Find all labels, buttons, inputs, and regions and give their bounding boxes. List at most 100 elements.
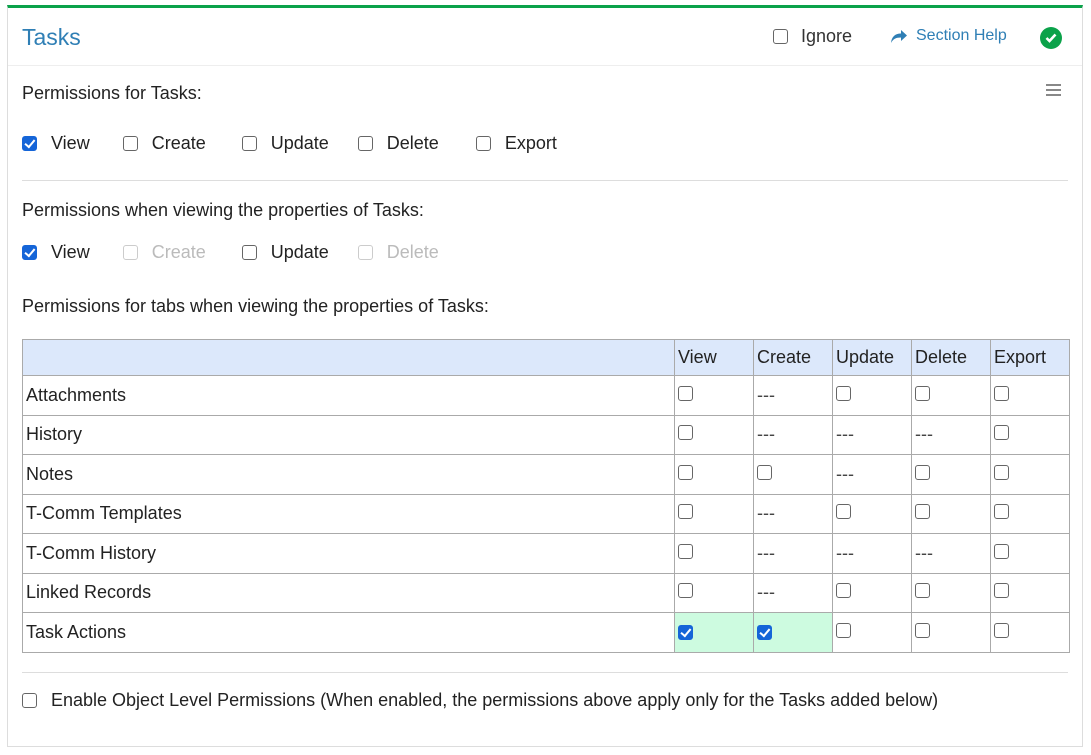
permission-checkbox[interactable]	[994, 543, 1009, 559]
not-applicable-cell: ---	[832, 414, 912, 455]
section2-option-update[interactable]: Update	[241, 242, 329, 263]
section1-option-export[interactable]: Export	[475, 133, 557, 154]
row-label: Linked Records	[22, 572, 675, 613]
section1-option-view[interactable]: View	[22, 133, 90, 154]
option-label: Update	[270, 133, 329, 153]
task-permissions-options: View Create Update Delete Export	[22, 133, 557, 154]
permission-cell	[753, 612, 833, 653]
section1-label: Permissions for Tasks:	[22, 83, 202, 103]
column-header: Create	[753, 339, 833, 376]
ignore-checkbox[interactable]: Ignore	[773, 26, 852, 47]
permission-checkbox[interactable]	[678, 583, 693, 599]
permission-checkbox[interactable]	[994, 425, 1009, 441]
tab-permissions-table: View Create Update Delete Export Attachments…	[22, 339, 1070, 653]
option-label: Create	[151, 133, 206, 153]
permission-checkbox[interactable]	[678, 543, 693, 559]
divider	[22, 672, 1068, 673]
not-applicable-cell: ---	[911, 533, 991, 574]
permission-checkbox[interactable]	[678, 464, 693, 480]
permission-cell	[990, 375, 1070, 416]
option-label: Export	[504, 133, 557, 153]
permission-checkbox[interactable]	[836, 504, 851, 520]
object-level-permissions-checkbox[interactable]: Enable Object Level Permissions (When en…	[22, 690, 938, 711]
table-row: T-Comm Templates ---	[22, 493, 1070, 534]
table-row: Task Actions	[22, 612, 1070, 653]
property-permissions-options: View Create Update Delete	[22, 242, 476, 263]
section2-option-view[interactable]: View	[22, 242, 90, 263]
share-arrow-icon	[891, 29, 907, 43]
section1-option-create[interactable]: Create	[122, 133, 206, 154]
object-level-label: Enable Object Level Permissions (When en…	[51, 690, 939, 710]
permission-checkbox[interactable]	[994, 504, 1009, 520]
permission-checkbox[interactable]	[915, 464, 930, 480]
not-applicable-cell: ---	[753, 493, 833, 534]
permission-checkbox[interactable]	[836, 385, 851, 401]
permission-checkbox[interactable]	[836, 622, 851, 638]
option-label: Delete	[386, 242, 439, 262]
checkbox[interactable]	[475, 136, 491, 151]
section1-option-update[interactable]: Update	[241, 133, 329, 154]
permission-checkbox[interactable]	[678, 504, 693, 520]
permission-cell	[832, 375, 912, 416]
divider	[22, 180, 1068, 181]
checkbox[interactable]	[241, 136, 257, 151]
option-label: View	[51, 133, 90, 153]
table-row: Notes ---	[22, 454, 1070, 495]
not-applicable-cell: ---	[753, 375, 833, 416]
permission-cell	[990, 612, 1070, 653]
column-header	[22, 339, 675, 376]
section-help-link[interactable]: Section Help	[890, 27, 1007, 45]
permission-cell	[911, 612, 991, 653]
section-help-label: Section Help	[916, 27, 1007, 44]
panel-title: Tasks	[22, 24, 81, 50]
permission-cell	[911, 375, 991, 416]
section1-option-delete[interactable]: Delete	[357, 133, 439, 154]
permission-checkbox[interactable]	[994, 385, 1009, 401]
checkbox[interactable]	[241, 245, 257, 260]
permission-cell	[911, 493, 991, 534]
permission-checkbox[interactable]	[678, 385, 693, 401]
column-header: Update	[832, 339, 912, 376]
object-level-checkbox-box[interactable]	[22, 693, 37, 708]
permission-cell	[990, 454, 1070, 495]
permission-checkbox[interactable]	[915, 622, 930, 638]
permission-cell	[674, 572, 754, 613]
not-applicable-cell: ---	[911, 414, 991, 455]
permission-cell	[674, 533, 754, 574]
not-applicable-cell: ---	[832, 454, 912, 495]
permission-cell	[674, 414, 754, 455]
permission-checkbox[interactable]	[915, 504, 930, 520]
ignore-label: Ignore	[801, 26, 853, 46]
permission-cell	[990, 572, 1070, 613]
permission-checkbox[interactable]	[678, 425, 693, 441]
section2-option-delete: Delete	[357, 242, 439, 263]
check-circle-icon	[1040, 27, 1062, 49]
section2-option-create: Create	[122, 242, 206, 263]
permission-checkbox[interactable]	[915, 583, 930, 599]
column-header: Export	[990, 339, 1070, 376]
permission-checkbox[interactable]	[994, 464, 1009, 480]
checkbox[interactable]	[22, 245, 37, 260]
permission-cell	[674, 454, 754, 495]
permission-checkbox[interactable]	[757, 464, 772, 480]
permission-checkbox[interactable]	[836, 583, 851, 599]
permission-cell	[674, 493, 754, 534]
permission-checkbox[interactable]	[915, 385, 930, 401]
permission-checkbox[interactable]	[678, 625, 693, 641]
permission-cell	[990, 493, 1070, 534]
permission-cell	[990, 414, 1070, 455]
row-label: Task Actions	[22, 612, 675, 653]
ignore-checkbox-box[interactable]	[773, 29, 788, 44]
checkbox[interactable]	[357, 136, 373, 151]
checkbox[interactable]	[22, 136, 37, 151]
permission-checkbox[interactable]	[757, 625, 772, 641]
hamburger-menu-icon[interactable]	[1046, 84, 1061, 99]
row-label: Attachments	[22, 375, 675, 416]
permission-checkbox[interactable]	[994, 583, 1009, 599]
permission-checkbox[interactable]	[994, 622, 1009, 638]
column-header: Delete	[911, 339, 991, 376]
section3-label: Permissions for tabs when viewing the pr…	[22, 296, 489, 316]
not-applicable-cell: ---	[753, 572, 833, 613]
column-header: View	[674, 339, 754, 376]
checkbox[interactable]	[122, 136, 138, 151]
